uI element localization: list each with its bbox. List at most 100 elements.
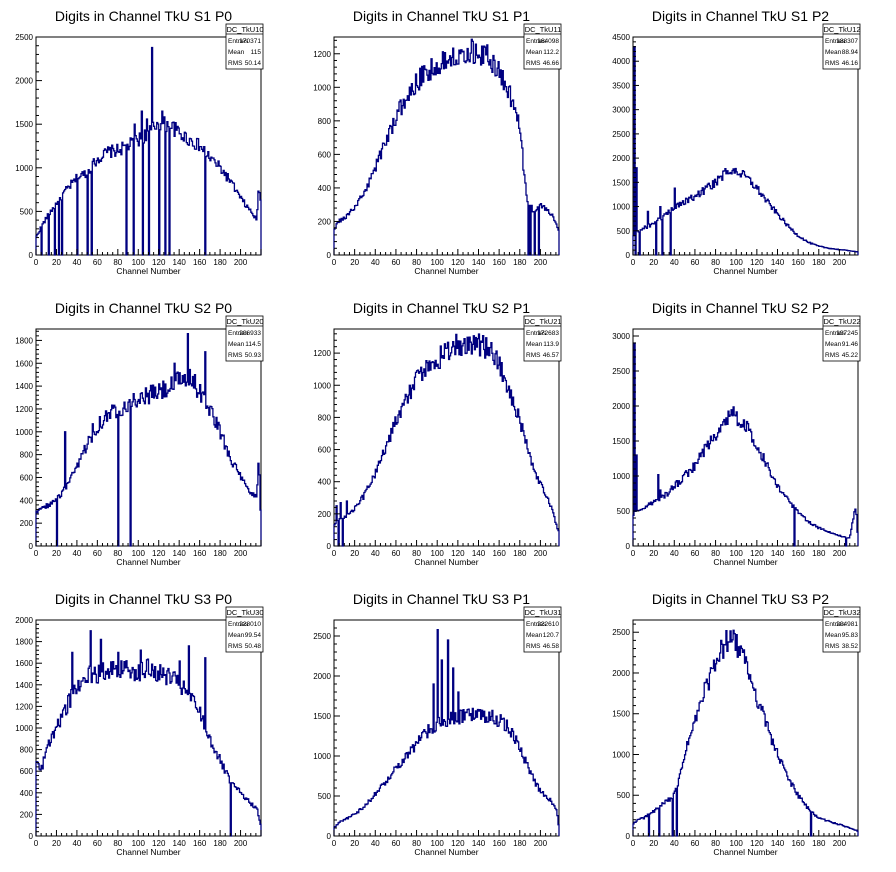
y-tick-label: 1500: [612, 437, 630, 446]
x-tick-label: 80: [113, 258, 122, 267]
x-tick-label: 80: [412, 549, 421, 558]
x-tick-label: 140: [472, 839, 486, 848]
y-tick-label: 1000: [612, 750, 630, 759]
histogram-panel-4: Digits in Channel TkU S2 P1 0 20 40 60 80 100 1…: [313, 300, 561, 567]
x-tick-label: 120: [451, 839, 465, 848]
x-tick-label: 40: [371, 549, 380, 558]
histogram-line: [632, 629, 859, 837]
x-axis-label: Channel Number: [414, 266, 478, 276]
y-tick-label: 500: [20, 207, 34, 216]
stats-label: Entries: [825, 621, 846, 628]
y-tick-label: 1400: [15, 681, 33, 690]
x-tick-label: 20: [52, 549, 61, 558]
x-tick-label: 20: [649, 549, 658, 558]
stats-name: DC_TkU10: [226, 25, 263, 34]
stats-label: Entries: [825, 38, 846, 45]
x-tick-label: 120: [152, 549, 166, 558]
x-tick-label: 0: [34, 258, 39, 267]
x-tick-label: 180: [213, 839, 227, 848]
stats-value: 50.14: [245, 60, 262, 67]
x-axis-label: Channel Number: [116, 847, 180, 857]
y-tick-label: 2000: [612, 154, 630, 163]
y-tick-label: 500: [617, 507, 631, 516]
x-tick-label: 200: [833, 258, 847, 267]
stats-value: 46.57: [543, 352, 560, 359]
x-tick-label: 160: [492, 839, 506, 848]
x-axis-label: Channel Number: [713, 557, 777, 567]
histogram-line: [35, 332, 262, 547]
stats-value: 95.83: [842, 632, 859, 639]
y-tick-label: 0: [327, 832, 332, 841]
x-tick-label: 140: [472, 258, 486, 267]
x-tick-label: 140: [173, 839, 187, 848]
x-tick-label: 60: [391, 258, 400, 267]
x-tick-label: 60: [93, 549, 102, 558]
histogram-line: [632, 46, 859, 256]
y-tick-label: 1000: [15, 428, 33, 437]
histogram-title: Digits in Channel TkU S3 P1: [353, 591, 530, 607]
y-tick-label: 600: [318, 446, 332, 455]
x-tick-label: 140: [771, 258, 785, 267]
x-tick-label: 140: [771, 839, 785, 848]
stats-value: 99.54: [245, 632, 262, 639]
stats-value: 46.16: [842, 60, 859, 67]
y-tick-label: 800: [20, 746, 34, 755]
x-tick-label: 200: [234, 839, 248, 848]
stats-label: Mean: [228, 341, 245, 348]
x-tick-label: 200: [534, 258, 548, 267]
y-tick-label: 400: [20, 496, 34, 505]
x-tick-label: 60: [391, 549, 400, 558]
stats-name: DC_TkU21: [524, 317, 561, 326]
stats-value: 164098: [537, 38, 559, 45]
stats-value: 91.46: [842, 341, 859, 348]
plot-frame: [632, 36, 859, 256]
stats-value: 206933: [239, 330, 261, 337]
x-tick-label: 80: [711, 839, 720, 848]
histogram-line: [333, 628, 560, 836]
y-tick-label: 400: [318, 184, 332, 193]
stats-label: Mean: [526, 632, 543, 639]
x-tick-label: 200: [833, 549, 847, 558]
x-tick-label: 100: [132, 258, 146, 267]
histogram-line: [35, 46, 262, 256]
plot-frame: [333, 36, 560, 256]
stats-name: DC_TkU11: [525, 25, 562, 34]
stats-label: RMS: [825, 352, 840, 359]
y-tick-label: 1000: [612, 472, 630, 481]
y-tick-label: 1500: [612, 178, 630, 187]
y-tick-label: 1000: [15, 164, 33, 173]
x-axis-label: Channel Number: [414, 557, 478, 567]
x-tick-label: 200: [234, 549, 248, 558]
x-tick-label: 0: [631, 839, 636, 848]
y-tick-label: 1500: [612, 710, 630, 719]
x-tick-label: 20: [52, 258, 61, 267]
x-tick-label: 120: [152, 258, 166, 267]
x-tick-label: 0: [332, 839, 337, 848]
stats-value: 112.2: [543, 49, 559, 56]
x-tick-label: 160: [492, 258, 506, 267]
histogram-panel-0: Digits in Channel TkU S1 P0 0 20 40 60 80 100 1…: [15, 8, 263, 276]
y-tick-label: 1200: [15, 702, 33, 711]
x-tick-label: 160: [492, 549, 506, 558]
y-tick-label: 1000: [313, 381, 331, 390]
y-tick-label: 3000: [612, 106, 630, 115]
histogram-title: Digits in Channel TkU S3 P2: [652, 591, 829, 607]
x-tick-label: 60: [690, 549, 699, 558]
y-tick-label: 0: [626, 542, 631, 551]
x-tick-label: 120: [750, 839, 764, 848]
stats-value: 170371: [239, 38, 261, 45]
y-tick-label: 0: [327, 251, 332, 260]
histogram-title: Digits in Channel TkU S2 P0: [55, 300, 232, 316]
stats-label: RMS: [825, 60, 840, 67]
stats-value: 197245: [836, 330, 858, 337]
y-tick-label: 500: [318, 792, 332, 801]
plot-frame: [333, 328, 560, 547]
histogram-panel-6: Digits in Channel TkU S3 P0 0 20 40 60 80 100 1…: [15, 591, 263, 857]
y-tick-label: 0: [626, 251, 631, 260]
y-tick-label: 4500: [612, 33, 630, 42]
x-tick-label: 80: [412, 258, 421, 267]
stats-value: 188307: [836, 38, 858, 45]
